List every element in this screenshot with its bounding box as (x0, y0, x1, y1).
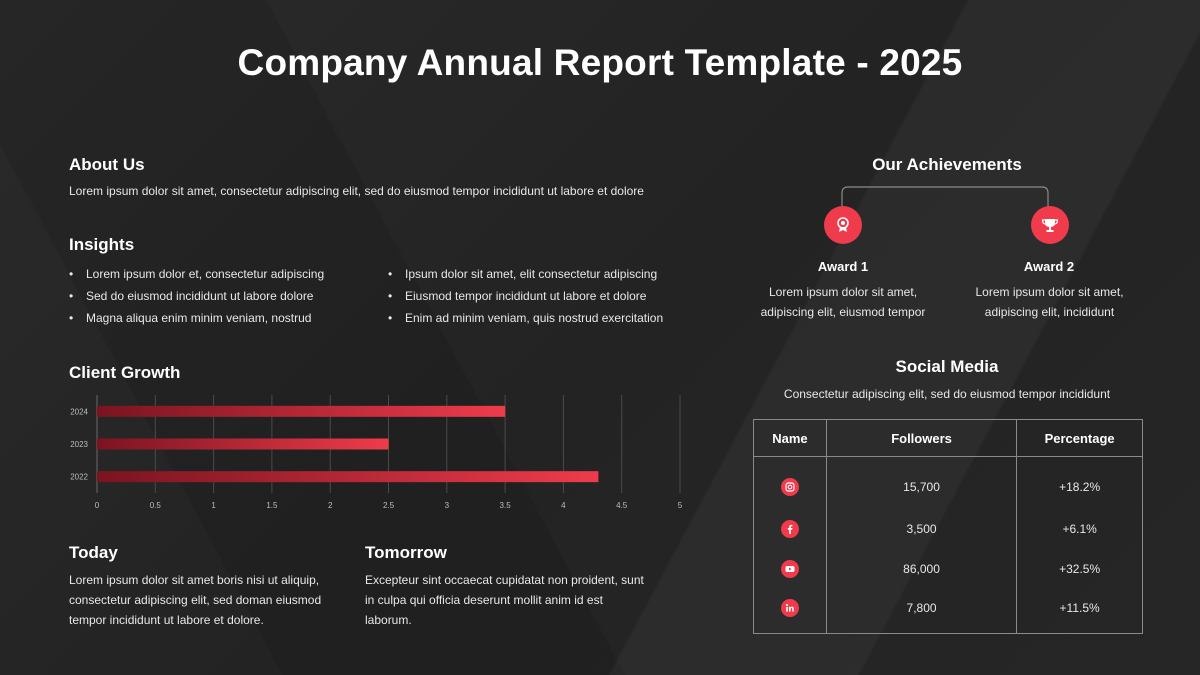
insight-item: Magna aliqua enim minim veniam, nostrud (69, 309, 379, 331)
instagram-icon[interactable] (780, 477, 799, 496)
followers-cell: 7,800 (825, 589, 1018, 634)
insight-item: Lorem ipsum dolor et, consectetur adipis… (69, 265, 379, 287)
x-tick-label: 0.5 (150, 501, 162, 510)
client-growth-heading: Client Growth (69, 363, 181, 382)
award-1-text: Lorem ipsum dolor sit amet, adipiscing e… (760, 285, 926, 319)
trophy-icon (1031, 206, 1069, 244)
column-header-followers: Followers (825, 419, 1018, 457)
page-title: Company Annual Report Template - 2025 (237, 42, 963, 83)
social-heading: Social Media (895, 357, 999, 376)
x-tick-label: 1 (211, 501, 216, 510)
column-header-percentage: Percentage (1016, 419, 1143, 457)
table-row: 15,700 +18.2% (753, 456, 1143, 509)
x-tick-label: 0 (95, 501, 100, 510)
insights-list-right: Ipsum dolor sit amet, elit consectetur a… (388, 265, 718, 331)
y-category-label: 2022 (70, 473, 88, 482)
social-subtitle: Consectetur adipiscing elit, sed do eius… (783, 387, 1111, 401)
tomorrow-text: Excepteur sint occaecat cupidatat non pr… (365, 573, 644, 627)
insight-item: Enim ad minim veniam, quis nostrud exerc… (388, 309, 718, 331)
client-growth-chart: 0 0.5 1 1.5 2 2.5 3 3.5 4 4.5 5 2024 2023 2022 (70, 395, 683, 510)
facebook-icon[interactable] (780, 519, 799, 538)
bar-2024 (97, 405, 506, 417)
linkedin-icon[interactable] (780, 599, 799, 618)
award-1-title: Award 1 (817, 259, 869, 274)
percentage-cell: +32.5% (1016, 549, 1143, 590)
achievements-heading: Our Achievements (872, 155, 1022, 174)
insights-heading: Insights (69, 235, 135, 254)
today-heading: Today (69, 543, 118, 562)
percentage-cell: +18.2% (1016, 456, 1143, 509)
insight-item: Sed do eiusmod incididunt ut labore dolo… (69, 287, 379, 309)
y-category-label: 2023 (70, 440, 88, 449)
x-tick-label: 4.5 (616, 501, 628, 510)
insights-list-left: Lorem ipsum dolor et, consectetur adipis… (69, 265, 379, 331)
award-2-title: Award 2 (1023, 259, 1075, 274)
followers-cell: 15,700 (825, 456, 1018, 509)
youtube-icon[interactable] (780, 560, 799, 579)
today-text: Lorem ipsum dolor sit amet boris nisi ut… (69, 573, 322, 627)
social-media-table: Name Followers Percentage 15,700 +18.2% … (753, 419, 1143, 634)
award-1-badge (824, 206, 862, 244)
about-text: Lorem ipsum dolor sit amet, consectetur … (69, 184, 644, 198)
table-row: 7,800 +11.5% (753, 589, 1143, 634)
insight-item: Eiusmod tempor incididunt ut labore et d… (388, 287, 718, 309)
achievements-connector (841, 186, 1049, 207)
table-row: 86,000 +32.5% (753, 549, 1143, 590)
x-tick-label: 3 (445, 501, 450, 510)
followers-cell: 3,500 (825, 508, 1018, 549)
tomorrow-heading: Tomorrow (365, 543, 447, 562)
x-tick-label: 4 (561, 501, 566, 510)
medal-icon (824, 206, 862, 244)
insight-item: Ipsum dolor sit amet, elit consectetur a… (388, 265, 718, 287)
y-category-label: 2024 (70, 407, 88, 416)
bar-2022 (97, 471, 599, 483)
percentage-cell: +11.5% (1016, 589, 1143, 634)
table-header-row: Name Followers Percentage (753, 419, 1143, 457)
x-tick-label: 1.5 (266, 501, 278, 510)
followers-cell: 86,000 (825, 549, 1018, 590)
column-header-name: Name (753, 419, 827, 457)
x-tick-label: 2.5 (383, 501, 395, 510)
percentage-cell: +6.1% (1016, 508, 1143, 549)
x-tick-label: 3.5 (500, 501, 512, 510)
x-tick-label: 2 (328, 501, 333, 510)
award-2-badge (1031, 206, 1069, 244)
about-heading: About Us (69, 155, 145, 174)
x-tick-label: 5 (678, 501, 683, 510)
table-row: 3,500 +6.1% (753, 508, 1143, 549)
award-2-text: Lorem ipsum dolor sit amet, adipiscing e… (975, 285, 1124, 319)
bar-2023 (97, 438, 389, 450)
